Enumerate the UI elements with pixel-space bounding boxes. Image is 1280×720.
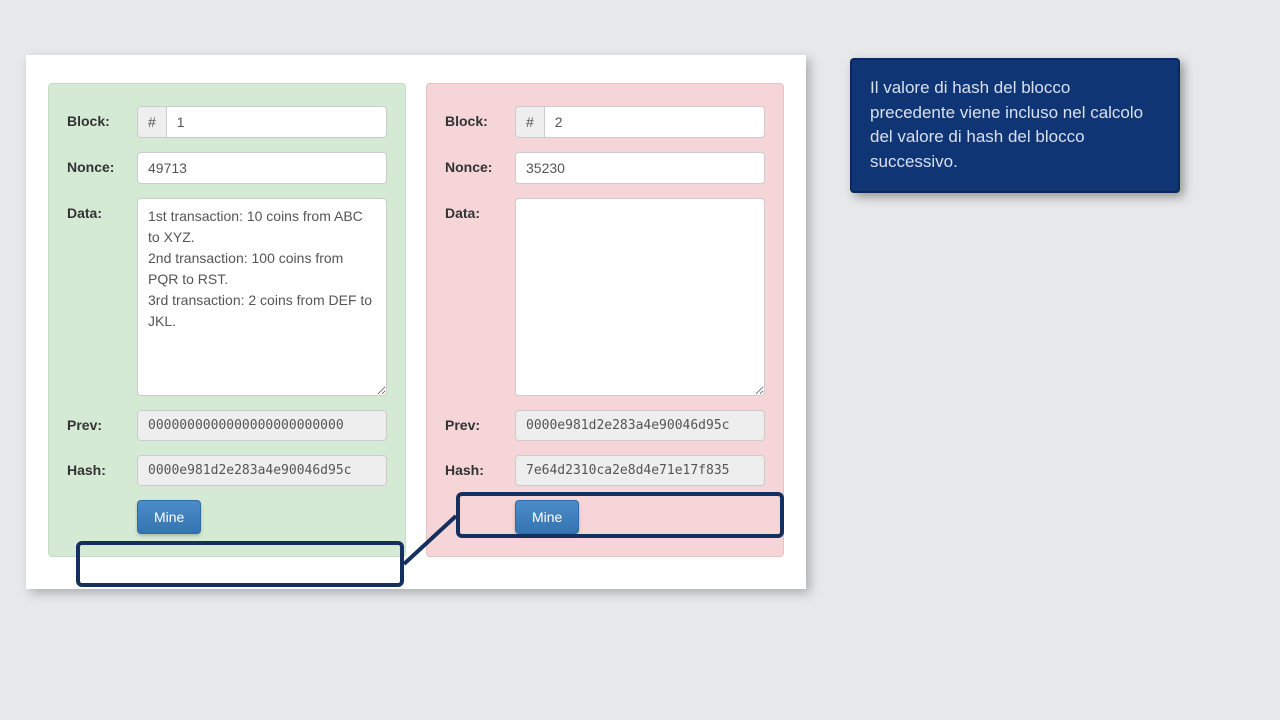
hash-input [137, 455, 387, 486]
label-data: Data: [67, 198, 137, 221]
block-panel-2: Block: # Nonce: Data: Prev: Hash: [426, 83, 784, 557]
label-block: Block: [445, 106, 515, 129]
mine-button[interactable]: Mine [515, 500, 579, 534]
row-prev: Prev: [67, 410, 387, 441]
block-number-input[interactable] [544, 106, 765, 138]
row-prev: Prev: [445, 410, 765, 441]
label-prev: Prev: [445, 410, 515, 433]
nonce-input[interactable] [137, 152, 387, 184]
prev-hash-input [137, 410, 387, 441]
row-block: Block: # [67, 106, 387, 138]
hash-input [515, 455, 765, 486]
hash-prefix-addon: # [515, 106, 544, 138]
row-nonce: Nonce: [67, 152, 387, 184]
row-mine: Mine [137, 500, 387, 534]
row-hash: Hash: [445, 455, 765, 486]
label-prev: Prev: [67, 410, 137, 433]
label-hash: Hash: [67, 455, 137, 478]
mine-button[interactable]: Mine [137, 500, 201, 534]
blockchain-demo-card: Block: # Nonce: Data: Prev: Hash: [26, 55, 806, 589]
label-data: Data: [445, 198, 515, 221]
data-textarea[interactable] [515, 198, 765, 396]
label-nonce: Nonce: [445, 152, 515, 175]
label-nonce: Nonce: [67, 152, 137, 175]
prev-hash-input [515, 410, 765, 441]
block-number-group: # [137, 106, 387, 138]
row-nonce: Nonce: [445, 152, 765, 184]
block-panel-1: Block: # Nonce: Data: Prev: Hash: [48, 83, 406, 557]
block-number-group: # [515, 106, 765, 138]
explanation-note: Il valore di hash del blocco precedente … [850, 58, 1180, 193]
row-data: Data: [67, 198, 387, 396]
label-hash: Hash: [445, 455, 515, 478]
row-hash: Hash: [67, 455, 387, 486]
row-mine: Mine [515, 500, 765, 534]
row-block: Block: # [445, 106, 765, 138]
label-block: Block: [67, 106, 137, 129]
nonce-input[interactable] [515, 152, 765, 184]
block-number-input[interactable] [166, 106, 387, 138]
data-textarea[interactable] [137, 198, 387, 396]
row-data: Data: [445, 198, 765, 396]
hash-prefix-addon: # [137, 106, 166, 138]
